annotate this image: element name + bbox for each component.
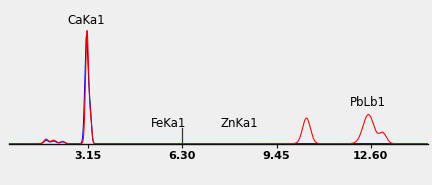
Text: PbLb1: PbLb1 — [350, 96, 386, 109]
Text: CaKa1: CaKa1 — [68, 14, 105, 27]
Text: ZnKa1: ZnKa1 — [220, 117, 258, 130]
Text: FeKa1: FeKa1 — [151, 117, 187, 130]
